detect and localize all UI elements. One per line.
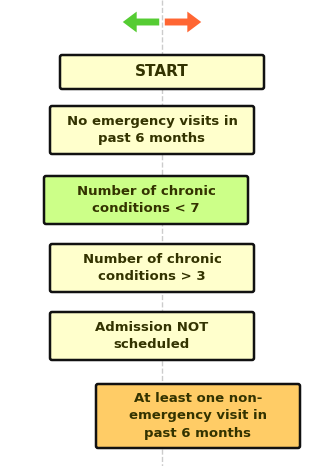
FancyBboxPatch shape [50, 106, 254, 154]
Text: Admission NOT
scheduled: Admission NOT scheduled [95, 321, 209, 351]
Text: Number of chronic
conditions < 7: Number of chronic conditions < 7 [76, 185, 215, 215]
FancyBboxPatch shape [96, 384, 300, 448]
Text: Number of chronic
conditions > 3: Number of chronic conditions > 3 [83, 253, 221, 283]
FancyBboxPatch shape [50, 244, 254, 292]
FancyBboxPatch shape [60, 55, 264, 89]
Text: START: START [135, 64, 189, 80]
FancyBboxPatch shape [50, 312, 254, 360]
Text: No emergency visits in
past 6 months: No emergency visits in past 6 months [66, 115, 237, 145]
Text: At least one non-
emergency visit in
past 6 months: At least one non- emergency visit in pas… [129, 392, 267, 439]
FancyBboxPatch shape [44, 176, 248, 224]
